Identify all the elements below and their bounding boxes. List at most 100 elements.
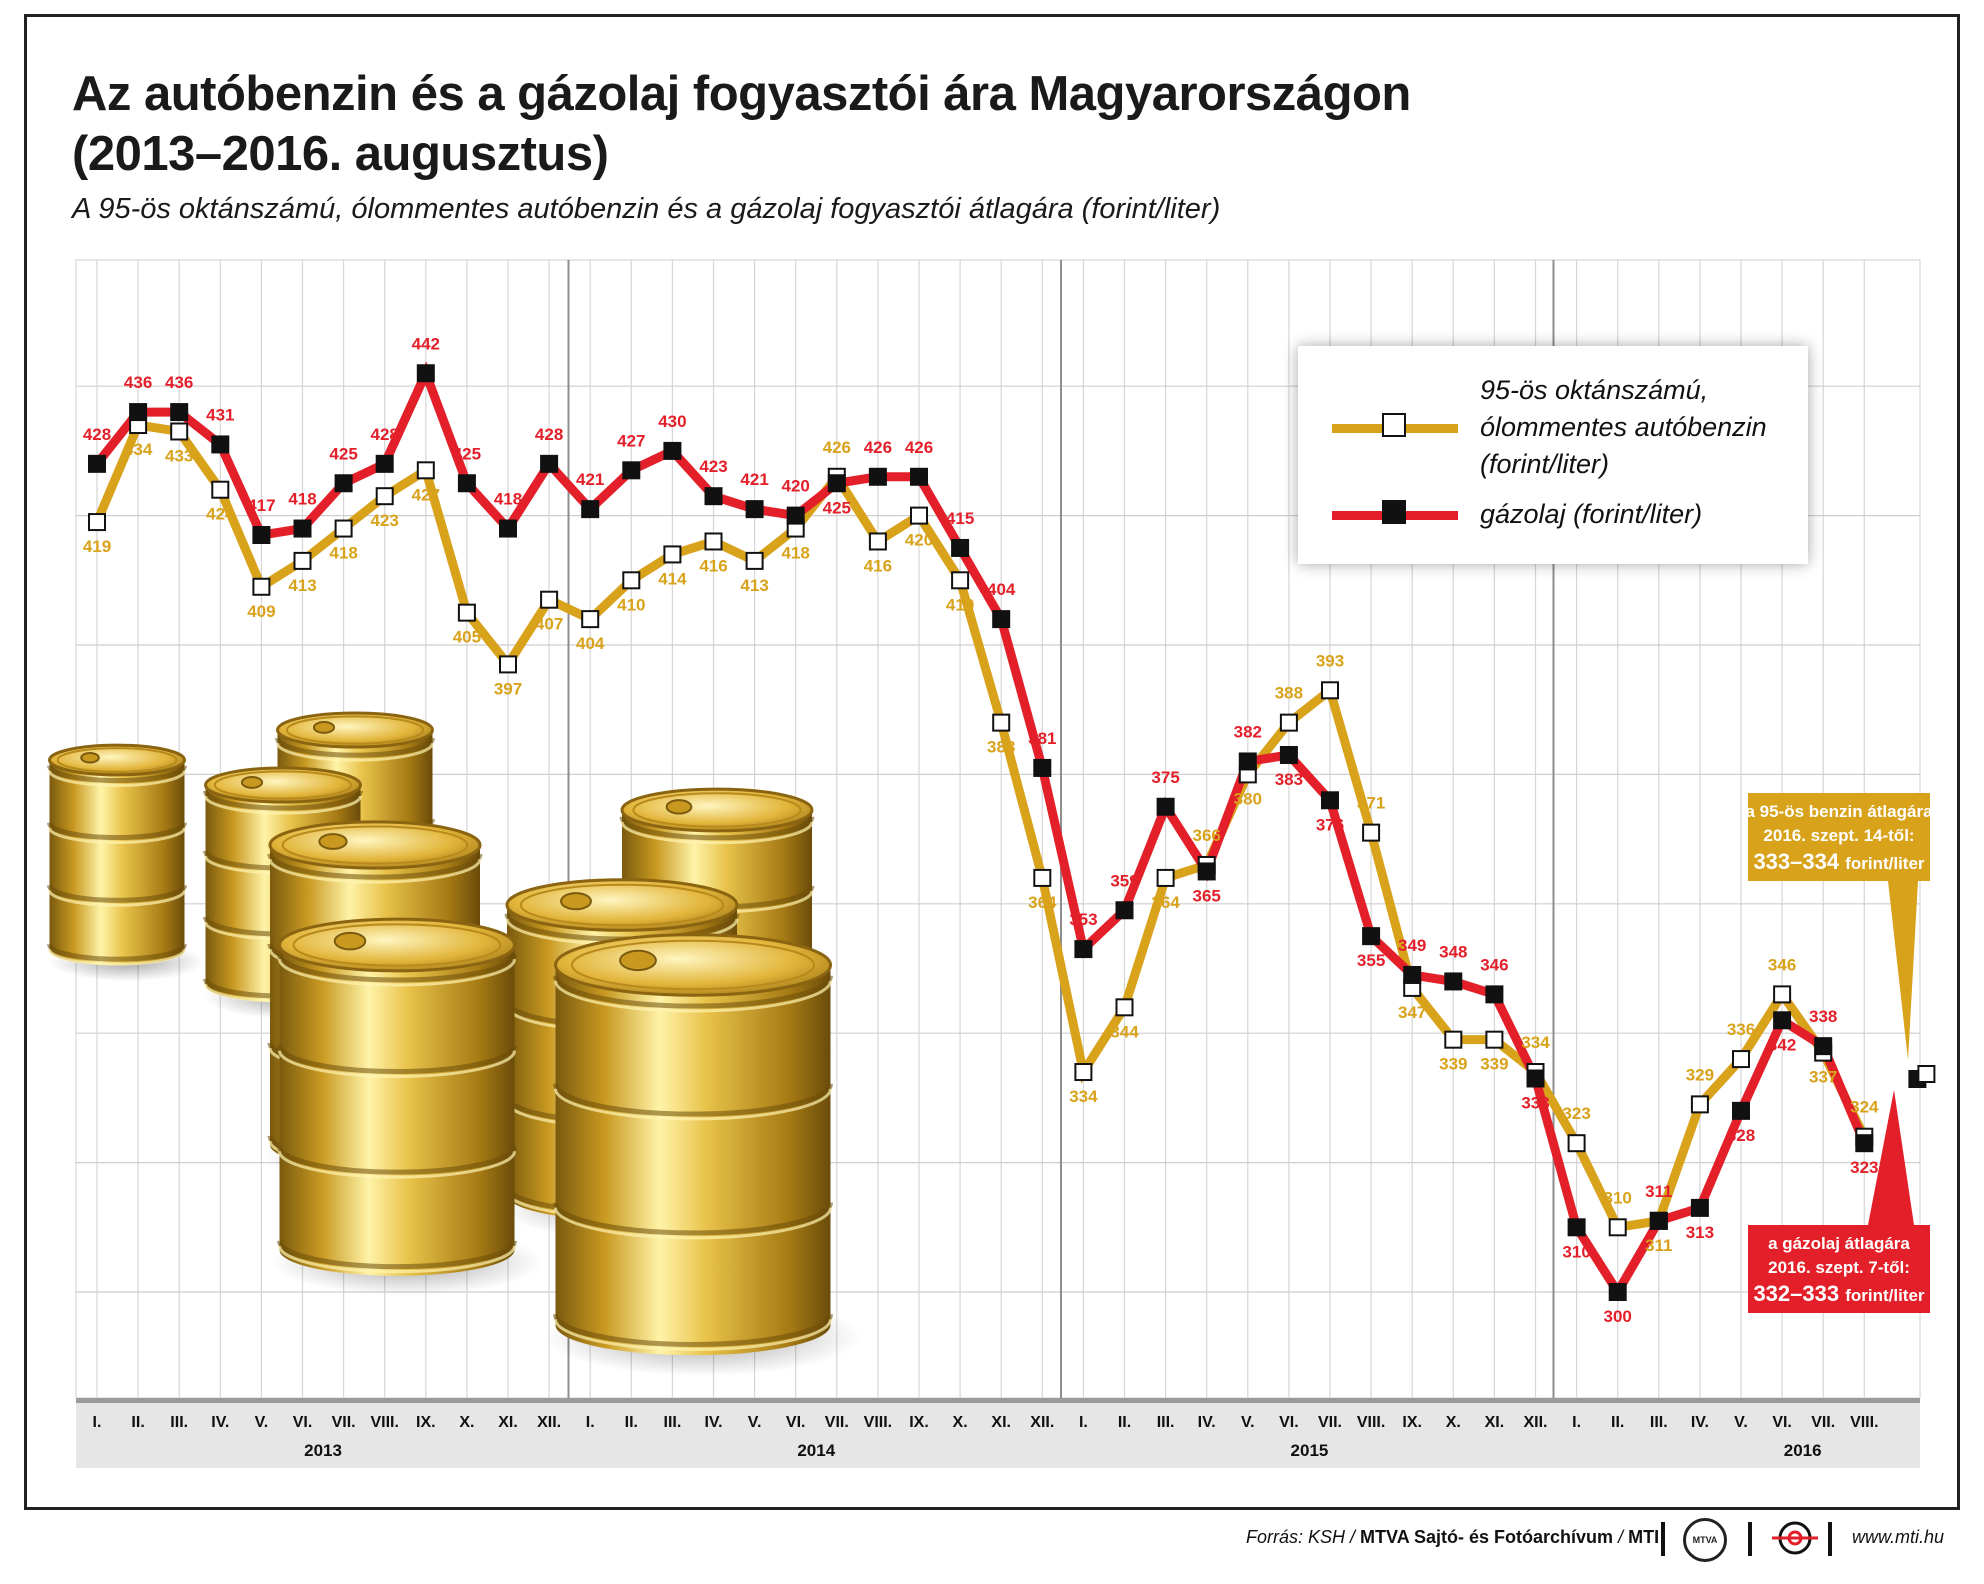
petrol-data-label: 427: [412, 485, 440, 504]
callout-value: 333–334 forint/liter: [1753, 849, 1924, 874]
petrol-data-label: 410: [946, 595, 974, 614]
diesel-point: [252, 526, 271, 545]
diesel-data-label: 375: [1151, 768, 1179, 787]
callout-petrol: a 95-ös benzin átlagára 2016. szept. 14-t…: [1745, 793, 1933, 1060]
callout-value: 332–333 forint/liter: [1753, 1281, 1924, 1306]
x-tick-label: VIII.: [864, 1414, 892, 1431]
x-tick-label: V.: [1734, 1414, 1748, 1431]
x-tick-label: II.: [625, 1414, 638, 1431]
year-label: 2013: [304, 1441, 342, 1460]
x-tick-label: II.: [1118, 1414, 1131, 1431]
diesel-point: [499, 519, 517, 538]
diesel-data-label: 442: [412, 334, 440, 353]
x-tick-label: X.: [1446, 1414, 1461, 1431]
petrol-point: [334, 519, 353, 538]
diesel-point: [1362, 927, 1381, 946]
source-prefix: Forrás: KSH /: [1246, 1527, 1361, 1547]
legend-item-diesel: gázolaj (forint/liter): [1332, 496, 1702, 533]
diesel-point: [663, 441, 682, 460]
diesel-point: [1444, 972, 1463, 991]
diesel-point: [88, 454, 106, 473]
diesel-data-label: 346: [1480, 955, 1508, 974]
petrol-data-label: 388: [987, 738, 1015, 757]
oil-barrel: [544, 933, 862, 1377]
diesel-data-label: 425: [329, 444, 357, 463]
diesel-data-label: 425: [823, 498, 851, 517]
x-tick-label: XII.: [1523, 1414, 1547, 1431]
petrol-data-label: 410: [617, 595, 645, 614]
diesel-data-label: 313: [1686, 1223, 1714, 1242]
diesel-data-label: 423: [699, 457, 727, 476]
x-tick-label: II.: [131, 1414, 144, 1431]
diesel-data-label: 404: [987, 580, 1016, 599]
diesel-data-label: 310: [1562, 1242, 1590, 1261]
petrol-data-label: 420: [905, 531, 933, 550]
callout-pointer: [1868, 1090, 1914, 1225]
diesel-data-label: 428: [535, 425, 563, 444]
callout-box: [1748, 1225, 1930, 1313]
petrol-data-label: 407: [535, 615, 563, 634]
diesel-data-label: 418: [494, 490, 522, 509]
x-tick-label: VIII.: [1357, 1414, 1385, 1431]
petrol-data-label: 371: [1357, 794, 1385, 813]
source-mti: MTI: [1628, 1527, 1660, 1547]
petrol-point: [499, 655, 517, 674]
diesel-data-label: 418: [288, 490, 316, 509]
diesel-point: [581, 500, 600, 519]
petrol-point: [1074, 1063, 1093, 1082]
diesel-point: [293, 519, 312, 538]
petrol-data-label: 329: [1686, 1065, 1714, 1084]
diesel-data-label: 338: [1809, 1007, 1837, 1026]
petrol-data-label: 311: [1645, 1236, 1672, 1255]
petrol-point: [910, 506, 928, 525]
callout-box: [1748, 793, 1930, 881]
diesel-data-label: 436: [124, 373, 152, 392]
axis-line: [76, 1398, 1920, 1403]
diesel-data-label: 428: [371, 425, 399, 444]
petrol-data-label: 413: [740, 576, 768, 595]
x-tick-label: VII.: [1811, 1414, 1835, 1431]
callout-line-2: 2016. szept. 14-től:: [1763, 826, 1914, 845]
x-tick-label: VI.: [1772, 1414, 1792, 1431]
x-tick-label: VI.: [1279, 1414, 1299, 1431]
petrol-point: [868, 532, 887, 551]
petrol-point: [170, 422, 189, 441]
x-tick-label: XI.: [991, 1414, 1011, 1431]
x-tick-label: V.: [255, 1414, 269, 1431]
petrol-point: [252, 577, 271, 596]
chart-subtitle: A 95-ös oktánszámú, ólommentes autóbenzi…: [72, 193, 1221, 225]
chart-frame: [24, 14, 1960, 1510]
diesel-point: [1526, 1069, 1545, 1088]
callout-pointer: [1888, 881, 1918, 1060]
diesel-data-label: 421: [576, 470, 604, 489]
year-label: 2016: [1784, 1441, 1822, 1460]
oil-barrels-illustration: [47, 711, 862, 1377]
diesel-data-label: 381: [1028, 729, 1056, 748]
diesel-point: [1732, 1101, 1750, 1120]
petrol-data-label: 310: [1604, 1188, 1632, 1207]
x-tick-label: I.: [93, 1414, 102, 1431]
petrol-data-label: 324: [1850, 1098, 1879, 1117]
x-tick-label: VII.: [825, 1414, 849, 1431]
diesel-point: [1033, 758, 1052, 777]
x-tick-label: III.: [1650, 1414, 1668, 1431]
legend-swatch-petrol: [1332, 412, 1458, 443]
diesel-point: [129, 403, 148, 422]
x-tick-label: X.: [953, 1414, 968, 1431]
diesel-data-label: 420: [782, 477, 810, 496]
petrol-point: [1279, 713, 1298, 732]
diesel-data-label: 417: [247, 496, 275, 515]
petrol-data-label: 366: [1193, 826, 1221, 845]
chart-title: Az autóbenzin és a gázolaj fogyasztói ár…: [72, 64, 1411, 184]
diesel-data-label: 342: [1768, 1035, 1796, 1054]
footer-divider: [1661, 1522, 1665, 1556]
diesel-data-label: 425: [453, 444, 481, 463]
diesel-data-label: 348: [1439, 942, 1467, 961]
diesel-data-label: 333: [1521, 1093, 1549, 1112]
petrol-point: [1362, 823, 1381, 842]
petrol-data-label: 397: [494, 679, 522, 698]
petrol-data-label: 433: [165, 446, 193, 465]
petrol-data-label: 388: [1275, 684, 1303, 703]
oil-barrel: [47, 743, 205, 982]
petrol-point: [1115, 998, 1134, 1017]
